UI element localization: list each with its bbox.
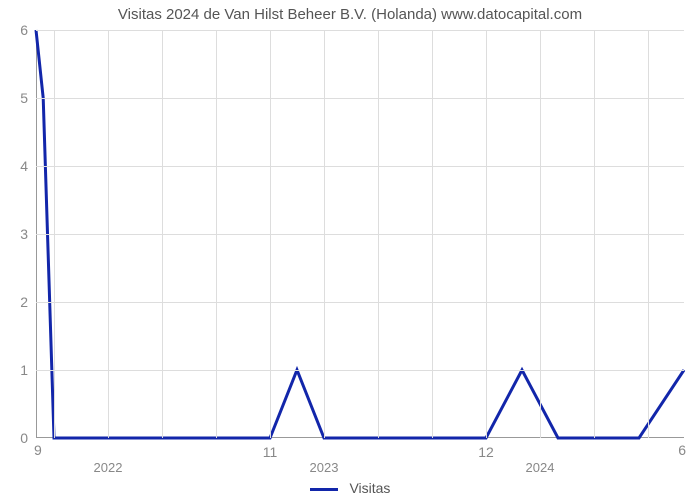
x-gridline: [378, 30, 379, 438]
y-gridline: [36, 302, 684, 303]
y-tick-label: 4: [20, 158, 28, 174]
x-gridline: [108, 30, 109, 438]
x-year-label: 2022: [94, 460, 123, 475]
x-gridline: [594, 30, 595, 438]
chart-title: Visitas 2024 de Van Hilst Beheer B.V. (H…: [0, 6, 700, 23]
x-gridline: [162, 30, 163, 438]
legend-swatch: [310, 488, 338, 491]
x-gridline: [540, 30, 541, 438]
x-gridline: [486, 30, 487, 438]
y-gridline: [36, 98, 684, 99]
y-gridline: [36, 234, 684, 235]
x-month-label: 11: [263, 444, 278, 460]
x-gridline: [432, 30, 433, 438]
x-month-label: 12: [478, 444, 494, 460]
legend: Visitas: [0, 480, 700, 496]
x-year-label: 2024: [526, 460, 555, 475]
y-tick-label: 1: [20, 362, 28, 378]
y-tick-label: 3: [20, 226, 28, 242]
x-gridline: [54, 30, 55, 438]
y-gridline: [36, 30, 684, 31]
plot-area: 0123456202220232024111296: [36, 30, 684, 438]
legend-label: Visitas: [349, 480, 390, 496]
y-tick-label: 2: [20, 294, 28, 310]
y-gridline: [36, 370, 684, 371]
y-tick-label: 5: [20, 90, 28, 106]
chart-container: Visitas 2024 de Van Hilst Beheer B.V. (H…: [0, 0, 700, 500]
y-tick-label: 0: [20, 430, 28, 446]
x-gridline: [270, 30, 271, 438]
x-corner-label: 9: [34, 442, 42, 458]
y-gridline: [36, 166, 684, 167]
x-corner-label: 6: [678, 442, 686, 458]
x-gridline: [216, 30, 217, 438]
x-year-label: 2023: [310, 460, 339, 475]
x-gridline: [648, 30, 649, 438]
y-tick-label: 6: [20, 22, 28, 38]
x-gridline: [324, 30, 325, 438]
